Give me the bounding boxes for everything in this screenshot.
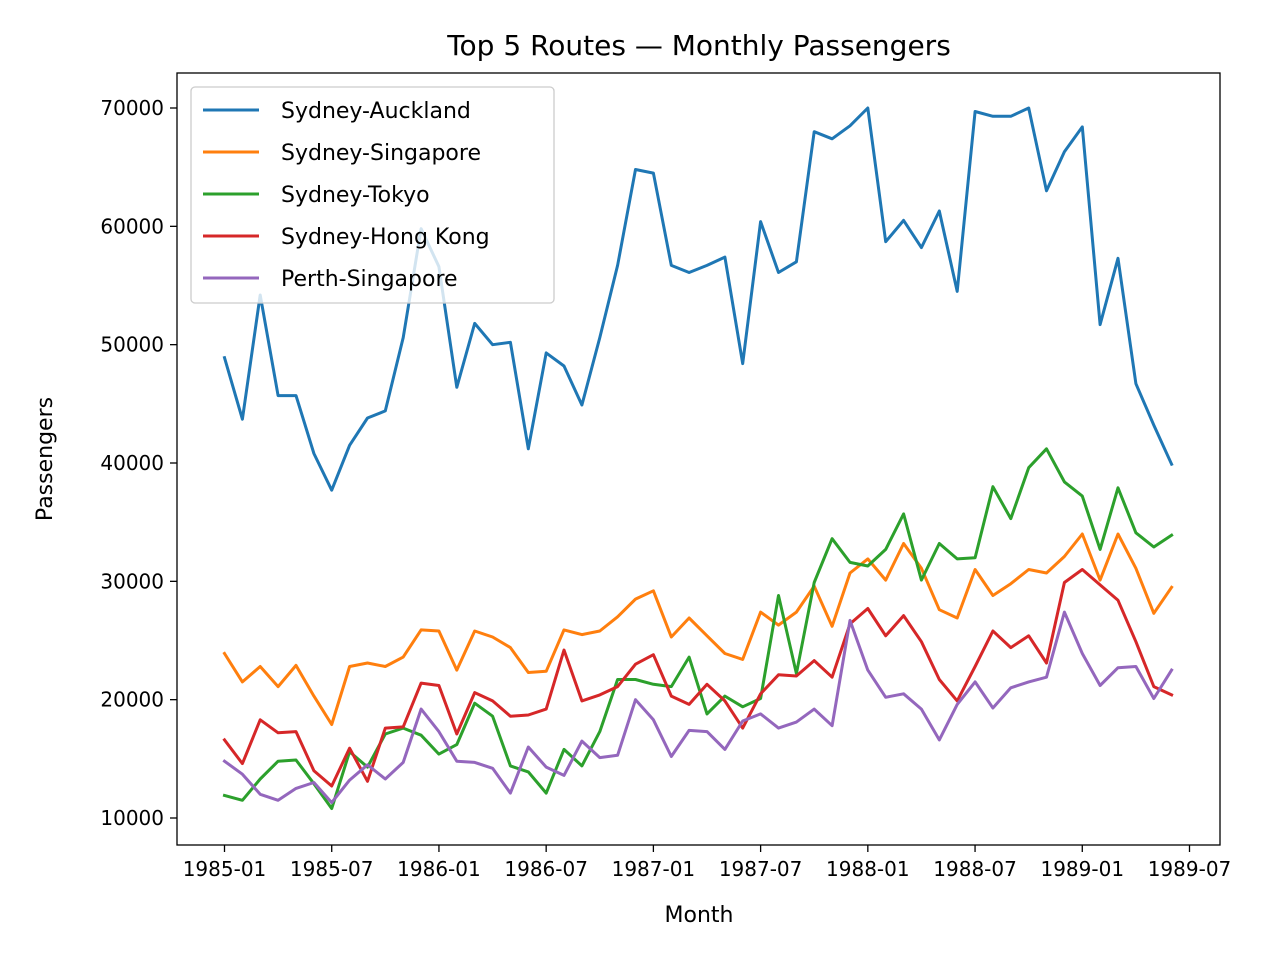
y-tick-label: 70000 [100,96,164,120]
legend: Sydney-Auckland Sydney-Singapore Sydney-To… [190,86,555,304]
x-axis: 1985-01 1985-07 1986-01 1986-07 1987-01 1987-… [183,845,1232,881]
x-tick-label: 1987-07 [719,857,803,881]
y-axis: 10000 20000 30000 40000 50000 60000 70000 [100,96,177,830]
x-axis-label: Month [665,903,734,928]
x-tick-label: 1986-01 [397,857,481,881]
y-tick-label: 30000 [100,569,164,593]
y-axis-label: Passengers [33,397,58,521]
legend-label-0: Sydney-Auckland [281,99,471,124]
x-tick-label: 1988-01 [826,857,910,881]
x-tick-label: 1985-01 [183,857,267,881]
x-tick-label: 1988-07 [933,857,1017,881]
series-layer [222,106,1174,810]
series-line-3 [222,568,1174,788]
y-tick-label: 20000 [100,688,164,712]
y-tick-label: 40000 [100,451,164,475]
x-tick-label: 1989-01 [1040,857,1124,881]
series-line-0 [222,106,1174,492]
x-tick-label: 1986-07 [504,857,588,881]
y-tick-label: 60000 [100,214,164,238]
plot-frame [176,72,1221,846]
legend-label-4: Perth-Singapore [281,267,458,292]
legend-label-3: Sydney-Hong Kong [281,225,490,250]
x-tick-label: 1989-07 [1148,857,1232,881]
legend-label-1: Sydney-Singapore [281,141,481,166]
x-tick-label: 1985-07 [290,857,374,881]
x-tick-label: 1987-01 [612,857,696,881]
series-line-4 [222,610,1174,805]
series-line-1 [222,532,1174,726]
y-tick-label: 50000 [100,333,164,357]
chart-title: Top 5 Routes — Monthly Passengers [446,29,951,62]
y-tick-label: 10000 [100,806,164,830]
legend-label-2: Sydney-Tokyo [281,183,430,208]
legend-box [190,86,555,304]
